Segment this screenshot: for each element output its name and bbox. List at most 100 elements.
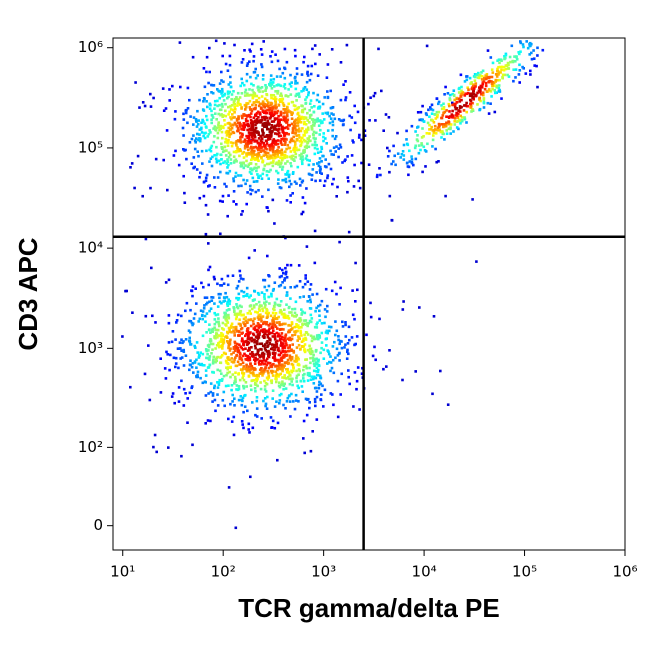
event-dot — [215, 145, 218, 149]
event-dot — [269, 74, 273, 77]
event-dot — [254, 356, 257, 360]
event-dot — [436, 128, 439, 132]
event-dot — [308, 374, 311, 378]
event-dot — [221, 399, 225, 402]
event-dot — [257, 307, 261, 311]
event-dot — [248, 106, 252, 109]
event-dot — [425, 113, 428, 117]
event-dot — [299, 129, 303, 133]
event-dot — [290, 157, 293, 160]
event-dot — [249, 112, 253, 115]
event-dot — [246, 92, 249, 95]
event-dot — [253, 338, 256, 342]
event-dot — [333, 280, 337, 284]
event-dot — [346, 176, 350, 179]
event-dot — [283, 286, 287, 289]
event-dot — [313, 386, 317, 390]
event-dot — [229, 75, 232, 79]
event-dot — [319, 398, 322, 401]
event-dot — [184, 309, 187, 313]
event-dot — [296, 124, 300, 127]
event-dot — [284, 333, 288, 336]
event-dot — [243, 139, 247, 143]
event-dot — [219, 284, 222, 287]
event-dot — [231, 400, 234, 403]
event-dot — [242, 114, 246, 117]
event-dot — [233, 358, 236, 361]
event-dot — [498, 88, 501, 92]
event-dot — [254, 76, 258, 80]
event-dot — [314, 348, 318, 352]
event-dot — [295, 325, 299, 329]
event-dot — [282, 354, 285, 357]
event-dot — [194, 287, 197, 290]
event-dot — [283, 126, 287, 130]
event-dot — [270, 381, 273, 385]
event-dot — [248, 170, 252, 174]
event-dot — [143, 372, 147, 376]
event-dot — [289, 286, 292, 289]
event-dot — [226, 341, 230, 344]
event-dot — [255, 379, 258, 383]
event-dot — [290, 380, 293, 383]
event-dot — [263, 331, 266, 334]
event-dot — [477, 71, 480, 75]
event-dot — [257, 137, 261, 140]
event-dot — [310, 173, 314, 177]
event-dot — [228, 340, 232, 343]
event-dot — [227, 163, 230, 167]
event-dot — [422, 120, 426, 123]
event-dot — [222, 99, 226, 102]
event-dot — [296, 356, 300, 360]
event-dot — [204, 369, 208, 372]
event-dot — [353, 163, 356, 167]
event-dot — [465, 121, 468, 124]
event-dot — [223, 296, 227, 300]
event-dot — [453, 98, 456, 102]
event-dot — [313, 375, 316, 379]
event-dot — [268, 322, 272, 326]
event-dot — [228, 370, 231, 374]
event-dot — [445, 129, 448, 132]
event-dot — [243, 49, 246, 52]
event-dot — [305, 187, 308, 190]
event-dot — [278, 399, 282, 402]
event-dot — [247, 358, 250, 362]
event-dot — [270, 124, 274, 127]
event-dot — [202, 307, 206, 310]
event-dot — [247, 138, 251, 142]
event-dot — [229, 85, 233, 89]
event-dot — [300, 73, 304, 76]
event-dot — [291, 343, 294, 346]
event-dot — [245, 385, 248, 388]
event-dot — [248, 88, 251, 91]
event-dot — [429, 106, 432, 109]
event-dot — [198, 139, 202, 143]
event-dot — [264, 144, 267, 147]
event-dot — [437, 125, 441, 129]
event-dot — [252, 355, 255, 358]
event-dot — [239, 174, 243, 177]
event-dot — [230, 93, 234, 96]
event-dot — [435, 110, 439, 114]
event-dot — [226, 160, 230, 163]
event-dot — [188, 331, 192, 334]
event-dot — [285, 199, 289, 202]
event-dot — [297, 127, 301, 130]
event-dot — [331, 128, 334, 132]
event-dot — [419, 110, 423, 114]
event-dot — [271, 149, 275, 153]
event-dot — [307, 128, 310, 131]
event-dot — [289, 194, 292, 197]
event-dot — [222, 390, 226, 394]
event-dot — [280, 98, 284, 102]
event-dot — [234, 158, 238, 161]
event-dot — [245, 79, 249, 83]
event-dot — [469, 82, 472, 85]
event-dot — [239, 84, 242, 88]
event-dot — [526, 46, 530, 50]
event-dot — [295, 182, 298, 185]
event-dot — [228, 299, 232, 303]
event-dot — [452, 114, 455, 117]
event-dot — [220, 301, 223, 305]
